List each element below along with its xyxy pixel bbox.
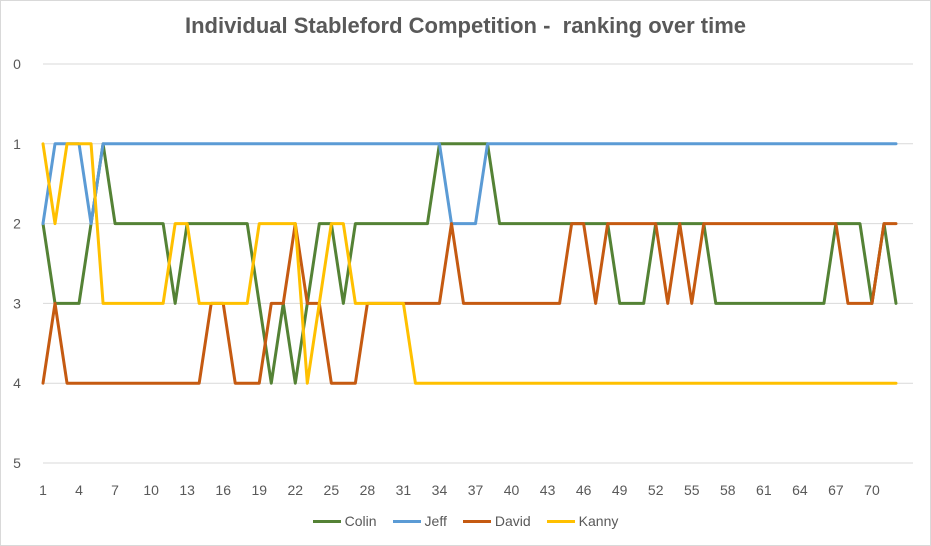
x-tick-label: 10 — [143, 482, 159, 498]
y-tick-label: 2 — [13, 216, 21, 232]
x-tick-label: 16 — [215, 482, 231, 498]
x-tick-label: 40 — [504, 482, 520, 498]
chart-title: Individual Stableford Competition - rank… — [184, 13, 747, 38]
legend-label: Colin — [344, 513, 377, 529]
x-tick-label: 64 — [792, 482, 808, 498]
series-line-david — [41, 222, 898, 385]
x-tick-label: 13 — [179, 482, 195, 498]
legend-item-david: David — [462, 513, 531, 529]
y-tick-label: 0 — [13, 56, 21, 72]
legend-swatch — [392, 519, 421, 523]
x-tick-label: 31 — [396, 482, 412, 498]
x-tick-label: 1 — [39, 482, 47, 498]
legend-label: Kanny — [578, 513, 619, 529]
legend-item-kanny: Kanny — [546, 513, 619, 529]
legend-label: Jeff — [424, 513, 447, 529]
x-tick-label: 70 — [864, 482, 880, 498]
x-tick-label: 58 — [720, 482, 736, 498]
x-tick-label: 19 — [251, 482, 267, 498]
y-tick-label: 5 — [13, 455, 21, 471]
legend-item-jeff: Jeff — [392, 513, 447, 529]
series-line-jeff — [41, 142, 898, 226]
x-tick-label: 34 — [432, 482, 448, 498]
x-tick-label: 4 — [75, 482, 83, 498]
legend-swatch — [312, 519, 341, 523]
x-tick-label: 61 — [756, 482, 772, 498]
y-tick-label: 4 — [13, 375, 21, 391]
y-tick-label: 3 — [13, 295, 21, 311]
legend-label: David — [494, 513, 531, 529]
y-tick-label: 1 — [13, 136, 21, 152]
x-tick-label: 7 — [111, 482, 119, 498]
x-tick-label: 52 — [648, 482, 664, 498]
legend-swatch — [546, 519, 575, 523]
x-tick-label: 55 — [684, 482, 700, 498]
legend-item-colin: Colin — [312, 513, 377, 529]
x-tick-label: 25 — [324, 482, 340, 498]
series-line-colin — [41, 142, 898, 385]
x-tick-label: 46 — [576, 482, 592, 498]
x-tick-label: 43 — [540, 482, 556, 498]
series-line-kanny — [41, 142, 898, 385]
legend-swatch — [462, 519, 491, 523]
x-tick-label: 67 — [828, 482, 844, 498]
x-tick-label: 37 — [468, 482, 484, 498]
x-tick-label: 28 — [360, 482, 376, 498]
x-tick-label: 22 — [288, 482, 304, 498]
legend: Colin Jeff David Kanny — [1, 513, 930, 529]
x-tick-label: 49 — [612, 482, 628, 498]
